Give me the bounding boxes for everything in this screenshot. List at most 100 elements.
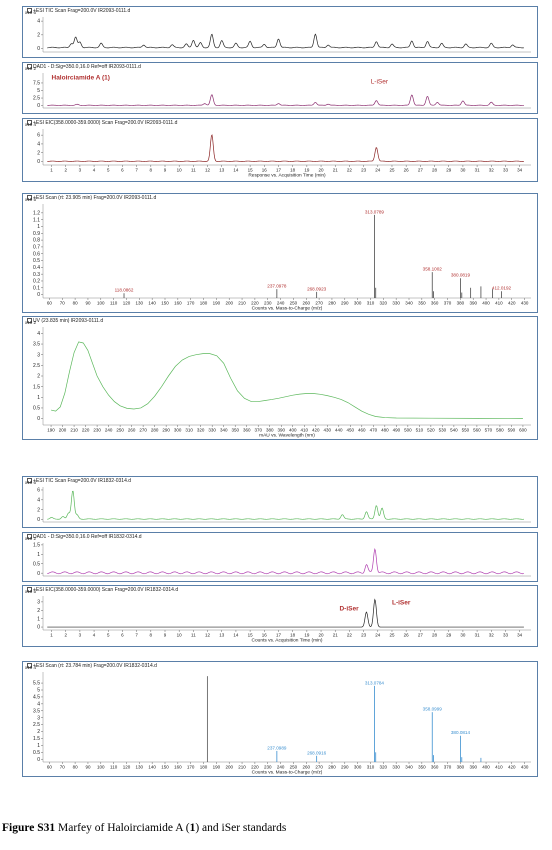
x-tick-label: 120 (123, 765, 131, 770)
y-tick-label: 4 (37, 142, 40, 148)
y-tick-label: 2 (37, 729, 40, 735)
chart-svg: x10 2 02.5 57.5 Haloirciamide A (1) L-iSer (25, 66, 531, 109)
y-tick-label: 2 (37, 374, 40, 380)
y-tick-label: 5 (37, 688, 40, 694)
x-tick-label: 220 (251, 301, 259, 306)
x-tick-label: 17 (276, 633, 282, 638)
x-tick-label: 200 (59, 428, 67, 433)
peak-label: 237.0989 (267, 745, 287, 750)
chart-svg: x10 4 00.511.522.533.544.555.5 60 70 80 90 100… (25, 665, 531, 776)
x-tick-label: 33 (503, 168, 509, 173)
y-tick-label: 0 (37, 103, 40, 109)
y-tick-label: 0.1 (33, 285, 40, 291)
chart-panel: UV (23.835 min) IR2093-0111.d x10 2 0 0.5 1 1… (22, 316, 538, 440)
x-tick-label: 10 (177, 168, 183, 173)
chart-panel: +ESI Scan (rt: 23.905 min) Frag=200.0V I… (22, 193, 538, 313)
x-tick-label: 24 (375, 633, 381, 638)
x-tick-label: 360 (431, 765, 439, 770)
x-tick-label: 240 (277, 765, 285, 770)
x-tick-label: 190 (47, 428, 55, 433)
x-tick-label: 490 (393, 428, 401, 433)
y-exponent-label: x10 6 (25, 10, 37, 15)
figure-caption: Figure S31 Marfey of Haloirciamide A (1)… (2, 822, 286, 834)
x-tick-label: 300 (354, 301, 362, 306)
x-tick-label: 6 (121, 633, 124, 638)
y-tick-label: 3 (37, 715, 40, 721)
checkbox-icon (27, 64, 32, 70)
y-tick-label: 0 (37, 757, 40, 763)
chart-title-text: +ESI Scan (rt: 23.784 min) Frag=200.0V I… (33, 663, 157, 669)
x-tick-label: 570 (485, 428, 493, 433)
x-tick-label: 300 (174, 428, 182, 433)
chart-title: +ESI EIC(358.0000-359.0000) Scan Frag=20… (27, 120, 177, 126)
y-tick-label: 0.3 (33, 272, 40, 278)
x-tick-label: 19 (304, 168, 310, 173)
x-tick-label: 170 (187, 765, 195, 770)
x-tick-label: 7 (135, 633, 138, 638)
x-tick-label: 420 (508, 765, 516, 770)
x-tick-label: 130 (136, 765, 144, 770)
x-tick-label: 240 (105, 428, 113, 433)
x-tick-label: 7 (135, 168, 138, 173)
x-tick-label: 22 (347, 168, 353, 173)
x-tick-label: 410 (495, 301, 503, 306)
x-tick-label: 33 (503, 633, 509, 638)
x-tick-label: 12 (205, 633, 211, 638)
checkbox-icon (27, 8, 32, 14)
x-tick-label: 30 (460, 633, 466, 638)
x-tick-label: 220 (251, 765, 259, 770)
x-tick-label: 11 (191, 633, 196, 638)
caption-text-b: ) and iSer standards (195, 822, 287, 834)
y-tick-label: 1 (37, 395, 40, 401)
chart-panel: DAD1 - D:Sig=350.0,16.0 Ref=off IR1832-0… (22, 532, 538, 582)
y-tick-label: 1.5 (33, 384, 40, 390)
y-tick-label: 3.5 (33, 342, 40, 348)
x-tick-label: 34 (517, 168, 523, 173)
x-tick-label: 16 (262, 168, 268, 173)
x-tick-label: 180 (200, 301, 208, 306)
y-tick-label: 4 (37, 701, 40, 707)
y-tick-label: 1 (37, 743, 40, 749)
x-tick-label: 210 (70, 428, 78, 433)
x-tick-label: 80 (73, 765, 79, 770)
checkbox-icon (27, 120, 32, 126)
x-tick-label: 280 (151, 428, 159, 433)
chart-title: +ESI EIC(358.0000-359.0000) Scan Frag=20… (27, 587, 178, 593)
y-exponent-label: x10 4 (25, 665, 37, 670)
peak-label: 268.0916 (307, 750, 327, 755)
x-tick-label: 280 (328, 301, 336, 306)
y-tick-label: 0.9 (33, 231, 40, 237)
y-tick-label: 5 (37, 88, 40, 94)
peak-label: 237.0978 (267, 284, 287, 289)
x-tick-label: 390 (469, 765, 477, 770)
x-tick-label: 200 (225, 301, 233, 306)
x-tick-label: 380 (266, 428, 274, 433)
y-tick-label: 1.5 (33, 736, 40, 742)
x-axis-label: mAU vs. Wavelength (nm) (259, 433, 315, 439)
x-tick-label: 160 (174, 765, 182, 770)
x-tick-label: 340 (405, 301, 413, 306)
x-tick-label: 310 (185, 428, 193, 433)
x-tick-label: 20 (319, 633, 325, 638)
x-tick-label: 100 (97, 301, 105, 306)
y-tick-label: 2 (37, 507, 40, 513)
x-tick-label: 31 (475, 168, 481, 173)
x-tick-label: 390 (277, 428, 285, 433)
x-tick-label: 530 (439, 428, 447, 433)
y-tick-label: 0.4 (33, 265, 40, 271)
x-tick-label: 20 (319, 168, 325, 173)
x-tick-label: 430 (521, 765, 529, 770)
x-tick-label: 60 (47, 301, 53, 306)
x-tick-label: 70 (60, 301, 66, 306)
x-tick-label: 350 (231, 428, 239, 433)
x-tick-label: 270 (139, 428, 147, 433)
x-tick-label: 590 (508, 428, 516, 433)
x-tick-label: 350 (418, 765, 426, 770)
x-tick-label: 160 (174, 301, 182, 306)
y-tick-label: 0.5 (33, 561, 40, 567)
x-axis-label: Response vs. Acquisition Time (min) (248, 173, 326, 179)
x-tick-label: 9 (164, 168, 167, 173)
y-tick-label: 2 (37, 150, 40, 156)
checkbox-icon (27, 534, 32, 540)
x-tick-label: 110 (110, 765, 118, 770)
